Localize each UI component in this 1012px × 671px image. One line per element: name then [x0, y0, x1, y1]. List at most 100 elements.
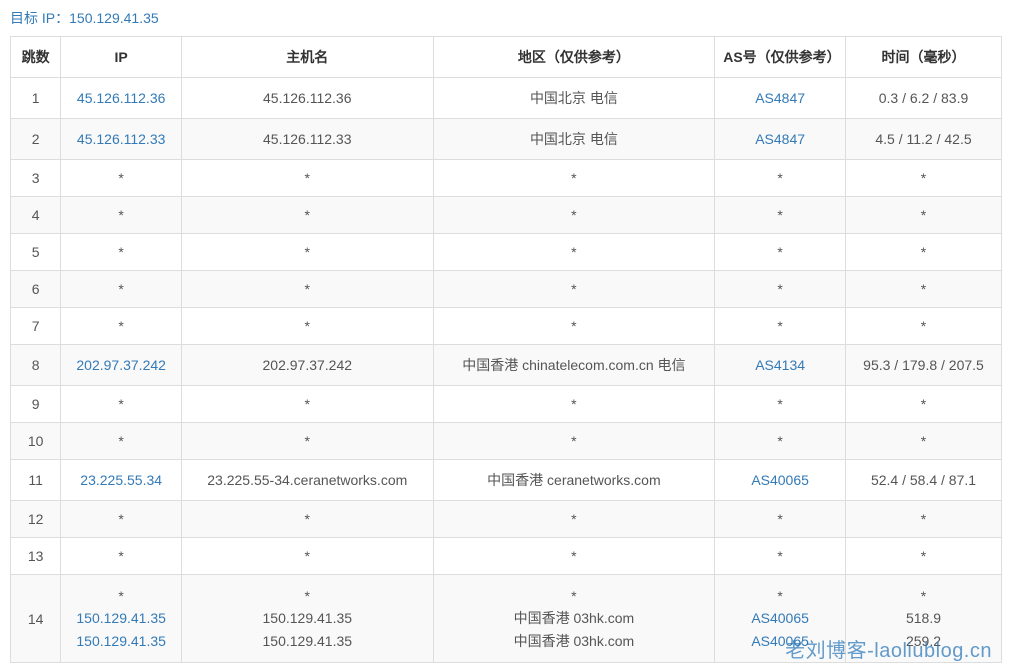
cell-region-value: 中国北京 电信 — [442, 129, 707, 149]
cell-host-value: 202.97.37.242 — [190, 357, 425, 373]
cell-host-value: * — [190, 207, 425, 223]
cell-as: AS4134 — [715, 345, 846, 386]
cell-as: * — [715, 234, 846, 271]
cell-host: * — [182, 271, 434, 308]
cell-time-value: * — [854, 244, 993, 260]
cell-time-value: 4.5 / 11.2 / 42.5 — [854, 131, 993, 147]
cell-host: 45.126.112.33 — [182, 119, 434, 160]
cell-time-value: 52.4 / 58.4 / 87.1 — [854, 472, 993, 488]
cell-ip-value: * — [69, 511, 173, 527]
cell-host-value: * — [190, 318, 425, 334]
cell-ip-value[interactable]: 45.126.112.33 — [69, 131, 173, 147]
cell-time: * — [846, 234, 1002, 271]
cell-as: AS4847 — [715, 119, 846, 160]
cell-region: 中国香港 ceranetworks.com — [433, 460, 715, 501]
cell-hop: 6 — [11, 271, 61, 308]
cell-as-value[interactable]: AS40065 — [723, 607, 837, 629]
cell-region-value: * — [442, 281, 707, 297]
cell-as-value: * — [723, 511, 837, 527]
col-header-as: AS号（仅供参考） — [715, 37, 846, 78]
cell-as-value[interactable]: AS4847 — [723, 90, 837, 106]
table-row: 12***** — [11, 501, 1002, 538]
cell-host: *150.129.41.35150.129.41.35 — [182, 575, 434, 663]
table-row: 5 * * * * * — [11, 234, 1002, 271]
cell-as-value[interactable]: AS40065 — [723, 630, 837, 652]
table-row: 11 23.225.55.34 23.225.55-34.ceranetworks.… — [11, 460, 1002, 501]
cell-region-value: * — [442, 396, 707, 412]
cell-host: 23.225.55-34.ceranetworks.com — [182, 460, 434, 501]
cell-as-value[interactable]: AS4134 — [723, 357, 837, 373]
cell-as: * — [715, 501, 846, 538]
cell-time: 4.5 / 11.2 / 42.5 — [846, 119, 1002, 160]
cell-host-value: * — [190, 170, 425, 186]
cell-as-value: * — [723, 396, 837, 412]
cell-time: 95.3 / 179.8 / 207.5 — [846, 345, 1002, 386]
cell-region-value: 中国香港 chinatelecom.com.cn 电信 — [442, 355, 707, 375]
cell-as: *AS40065AS40065 — [715, 575, 846, 663]
cell-ip: * — [61, 160, 182, 197]
cell-host-value: * — [190, 244, 425, 260]
cell-ip-value[interactable]: 150.129.41.35 — [69, 630, 173, 652]
cell-region-value: 中国北京 电信 — [442, 88, 707, 108]
table-row: 6***** — [11, 271, 1002, 308]
cell-time: * — [846, 501, 1002, 538]
cell-region-value: 中国香港 03hk.com — [442, 607, 707, 629]
cell-hop: 7 — [11, 308, 61, 345]
cell-as: * — [715, 271, 846, 308]
table-row: 145.126.112.3645.126.112.36中国北京 电信AS4847… — [11, 78, 1002, 119]
cell-hop: 11 — [11, 460, 61, 501]
cell-time: 0.3 / 6.2 / 83.9 — [846, 78, 1002, 119]
cell-host-value: * — [190, 548, 425, 564]
cell-ip: 45.126.112.36 — [61, 78, 182, 119]
cell-host: * — [182, 386, 434, 423]
cell-region: * — [433, 160, 715, 197]
cell-region-value: * — [442, 318, 707, 334]
cell-ip-value: * — [69, 585, 173, 607]
cell-time: * — [846, 271, 1002, 308]
cell-as: * — [715, 160, 846, 197]
cell-ip-value: * — [69, 433, 173, 449]
table-row: 14*150.129.41.35150.129.41.35*150.129.41… — [11, 575, 1002, 663]
cell-as-value: * — [723, 433, 837, 449]
col-header-host: 主机名 — [182, 37, 434, 78]
cell-ip-value[interactable]: 150.129.41.35 — [69, 607, 173, 629]
cell-host-value: * — [190, 396, 425, 412]
cell-region: *中国香港 03hk.com中国香港 03hk.com — [433, 575, 715, 663]
cell-host-value: 150.129.41.35 — [190, 607, 425, 629]
cell-as-value[interactable]: AS40065 — [723, 472, 837, 488]
cell-ip-value[interactable]: 202.97.37.242 — [69, 357, 173, 373]
cell-region: 中国北京 电信 — [433, 119, 715, 160]
table-row: 7***** — [11, 308, 1002, 345]
table-row: 8202.97.37.242202.97.37.242中国香港 chinatel… — [11, 345, 1002, 386]
cell-hop: 3 — [11, 160, 61, 197]
cell-host: * — [182, 423, 434, 460]
cell-hop: 13 — [11, 538, 61, 575]
cell-ip-value: * — [69, 396, 173, 412]
cell-time: 52.4 / 58.4 / 87.1 — [846, 460, 1002, 501]
cell-ip: * — [61, 386, 182, 423]
cell-time-value: * — [854, 318, 993, 334]
cell-hop: 5 — [11, 234, 61, 271]
cell-as-value: * — [723, 585, 837, 607]
table-row: 4***** — [11, 197, 1002, 234]
cell-as-value[interactable]: AS4847 — [723, 131, 837, 147]
cell-region: * — [433, 234, 715, 271]
cell-host: 202.97.37.242 — [182, 345, 434, 386]
cell-as-value: * — [723, 207, 837, 223]
cell-region-value: * — [442, 548, 707, 564]
cell-ip-value[interactable]: 45.126.112.36 — [69, 90, 173, 106]
cell-host-value: 45.126.112.33 — [190, 131, 425, 147]
col-header-ip: IP — [61, 37, 182, 78]
cell-time: *518.9259.2 — [846, 575, 1002, 663]
table-header-row: 跳数 IP 主机名 地区（仅供参考） AS号（仅供参考） 时间（毫秒） — [11, 37, 1002, 78]
cell-region: * — [433, 271, 715, 308]
cell-as-value: * — [723, 244, 837, 260]
cell-as: * — [715, 386, 846, 423]
cell-region-value: * — [442, 433, 707, 449]
cell-ip-value[interactable]: 23.225.55.34 — [69, 472, 173, 488]
cell-ip-value: * — [69, 244, 173, 260]
target-ip-line: 目标 IP：150.129.41.35 — [10, 8, 1002, 28]
cell-host-value: * — [190, 511, 425, 527]
cell-hop: 9 — [11, 386, 61, 423]
cell-time-value: * — [854, 281, 993, 297]
